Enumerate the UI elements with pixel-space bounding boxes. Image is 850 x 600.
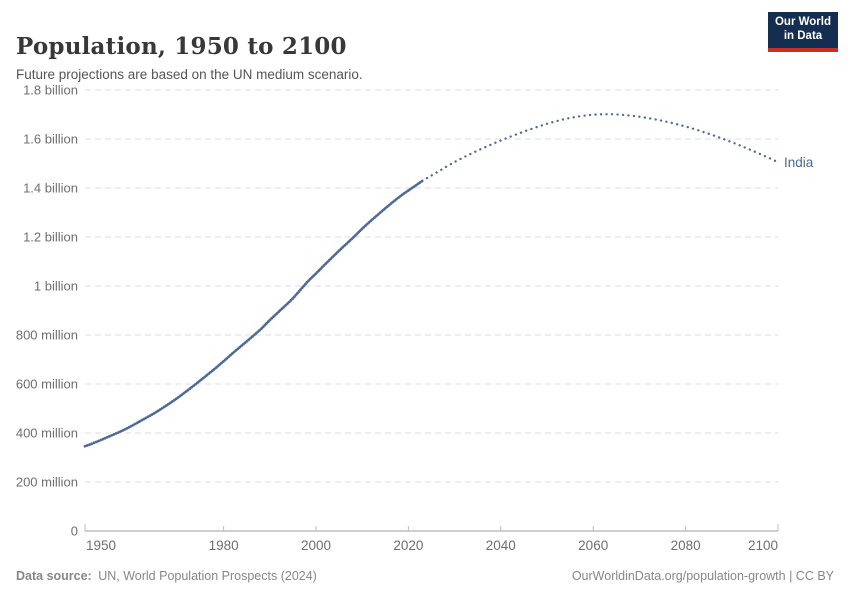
y-axis-label: 400 million	[16, 426, 78, 441]
x-axis-label: 2100	[748, 538, 778, 553]
license-link[interactable]: OurWorldinData.org/population-growth | C…	[571, 569, 834, 583]
owid-logo-line1: Our World	[774, 16, 831, 28]
x-axis-label: 1950	[86, 538, 116, 553]
y-axis-label: 1.4 billion	[23, 181, 78, 196]
y-axis-label: 1.8 billion	[23, 83, 78, 98]
data-source-value: UN, World Population Prospects (2024)	[98, 569, 317, 583]
owid-logo-line2: in Data	[783, 30, 823, 42]
estimate-line[interactable]	[83, 179, 424, 448]
data-source: Data source: UN, World Population Prospe…	[16, 569, 317, 583]
page-subtitle: Future projections are based on the UN m…	[16, 66, 363, 82]
x-axis-label: 1980	[209, 538, 239, 553]
x-axis-label: 2080	[671, 538, 701, 553]
page-title: Population, 1950 to 2100	[16, 33, 347, 61]
x-axis-label: 2020	[393, 538, 423, 553]
y-axis-label: 0	[71, 524, 78, 539]
y-axis-label: 1.6 billion	[23, 132, 78, 147]
y-axis-label: 1.2 billion	[23, 230, 78, 245]
x-axis-label: 2060	[578, 538, 608, 553]
x-axis-label: 2040	[486, 538, 516, 553]
entity-label[interactable]: India	[784, 155, 814, 170]
data-source-label: Data source:	[16, 569, 92, 583]
y-axis-label: 1 billion	[34, 279, 78, 294]
y-axis-label: 600 million	[16, 377, 78, 392]
x-axis-label: 2000	[301, 538, 331, 553]
y-axis-label: 200 million	[16, 475, 78, 490]
projection-line[interactable]	[421, 113, 780, 183]
y-axis-label: 800 million	[16, 328, 78, 343]
owid-logo[interactable]: Our World in Data	[768, 12, 838, 52]
